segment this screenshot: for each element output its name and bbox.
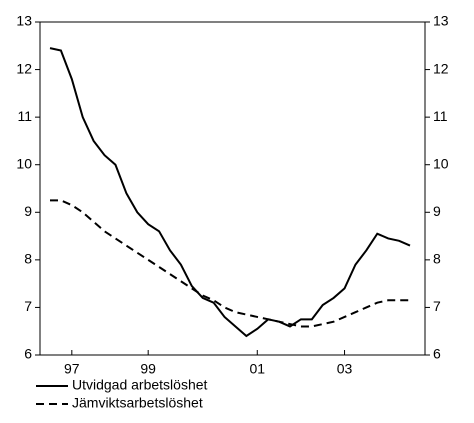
y-tick-label: 13: [16, 13, 32, 29]
y-tick-label: 6: [24, 346, 32, 362]
line-series: [49, 47, 411, 338]
x-tick-label: 97: [64, 361, 80, 377]
x-tick-label: 03: [337, 361, 353, 377]
y2-tick-label: 7: [433, 298, 441, 314]
y-tick-label: 7: [24, 298, 32, 314]
y2-tick-label: 8: [433, 251, 441, 267]
y2-tick-label: 6: [433, 346, 441, 362]
y2-tick-label: 13: [433, 13, 449, 29]
y-tick-label: 12: [16, 60, 32, 76]
y2-tick-label: 12: [433, 60, 449, 76]
x-tick-label: 01: [249, 361, 265, 377]
x-tick-label: 99: [140, 361, 156, 377]
y-tick-label: 8: [24, 251, 32, 267]
line-series: [50, 199, 410, 328]
y-tick-label: 9: [24, 203, 32, 219]
y2-tick-label: 11: [433, 108, 448, 124]
y2-tick-label: 10: [433, 155, 449, 171]
y-tick-label: 11: [17, 108, 32, 124]
legend-label: Jämviktsarbetslöshet: [72, 395, 203, 411]
plot-frame: [39, 21, 426, 356]
y2-tick-label: 9: [433, 203, 441, 219]
y-tick-label: 10: [16, 155, 32, 171]
legend-label: Utvidgad arbetslöshet: [72, 377, 208, 393]
